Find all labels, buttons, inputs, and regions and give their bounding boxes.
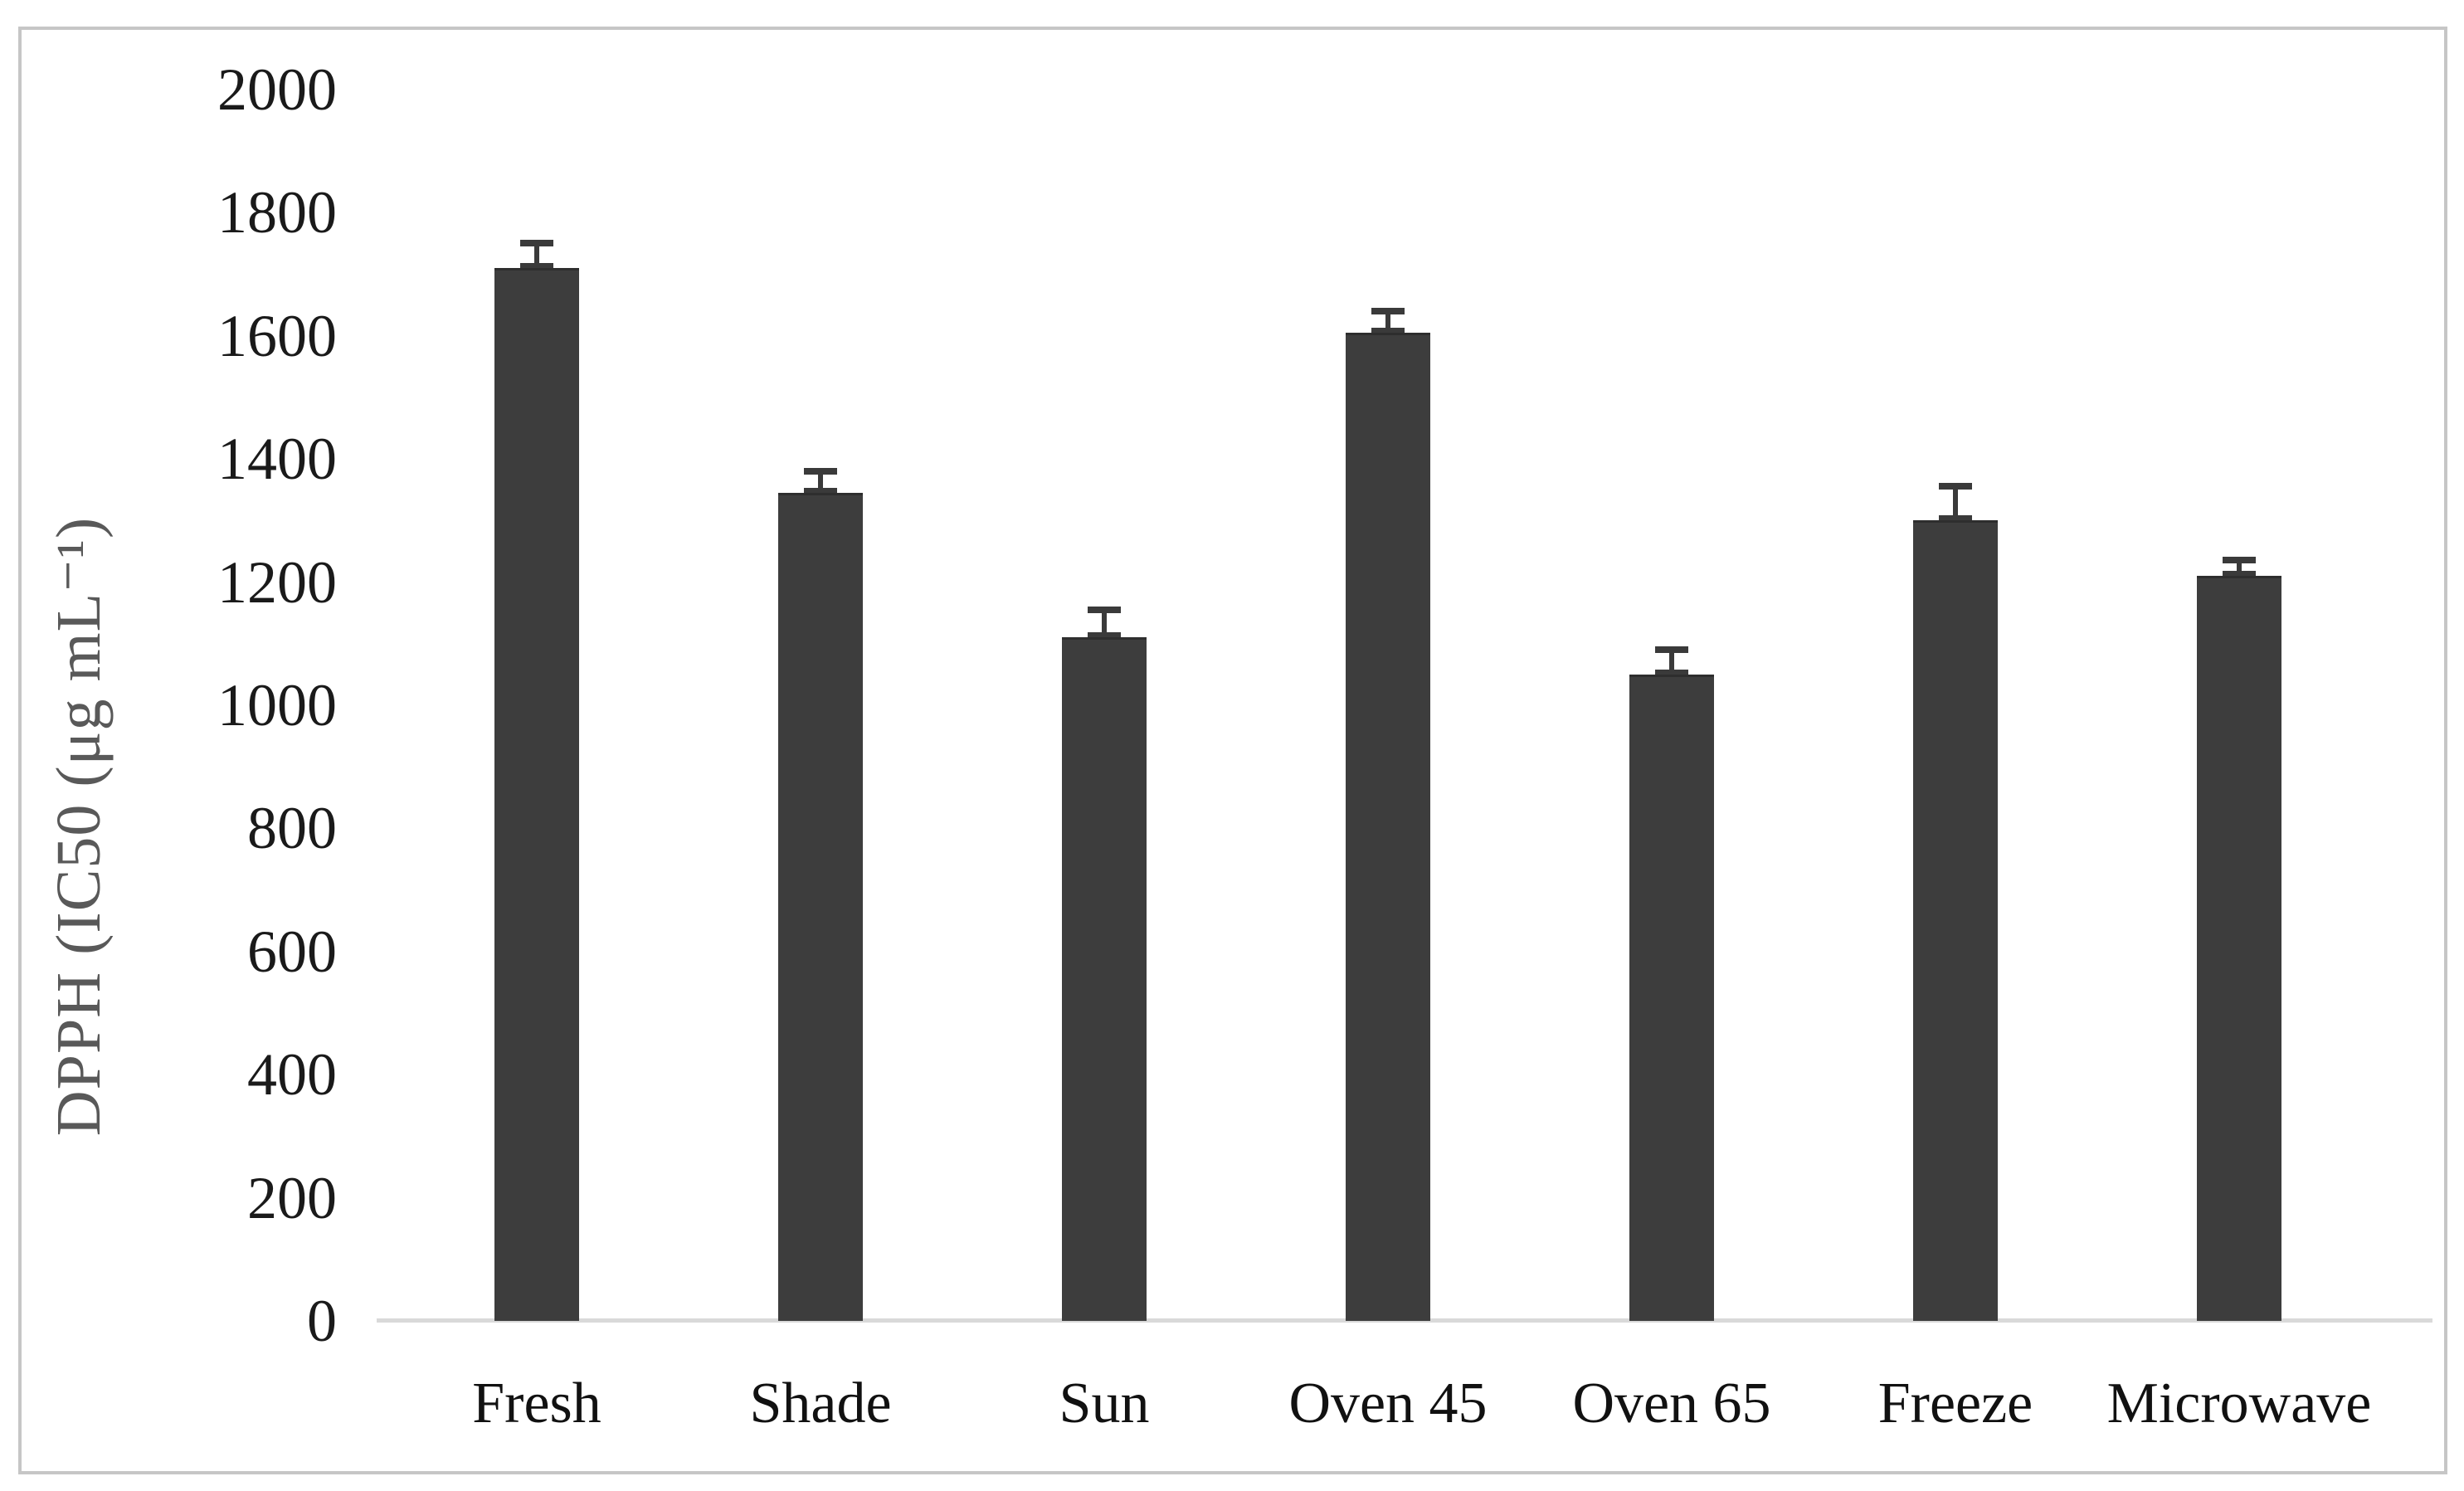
error-bar-whisker-shade xyxy=(818,471,823,493)
category-cell-microwave xyxy=(2097,90,2381,1321)
error-bar-whisker-oven-65 xyxy=(1669,650,1674,675)
x-axis-label-sun: Sun xyxy=(1059,1372,1150,1435)
bar-oven-65 xyxy=(1629,675,1714,1321)
y-axis-tick-labels: 0 200 400 600 800 1000 1200 1400 1600 1800 2000 xyxy=(22,30,337,1471)
y-tick-label-0: 0 xyxy=(307,1288,337,1354)
y-tick-label-800: 800 xyxy=(247,795,337,862)
y-tick-label-1800: 1800 xyxy=(217,179,337,246)
category-cell-fresh xyxy=(395,90,679,1321)
error-bar-cap-bottom-fresh xyxy=(520,263,553,270)
error-bar-cap-top-oven-65 xyxy=(1655,646,1688,653)
x-axis-label-fresh: Fresh xyxy=(472,1372,601,1435)
error-bar-cap-top-fresh xyxy=(520,240,553,246)
y-tick-label-400: 400 xyxy=(247,1041,337,1109)
error-bar-whisker-microwave xyxy=(2237,560,2242,576)
error-bar-whisker-oven-45 xyxy=(1385,311,1390,333)
category-cell-oven-65 xyxy=(1530,90,1814,1321)
chart-frame: DPPH (IC50 (μg mL⁻¹) 0 200 400 600 800 1000 12… xyxy=(18,27,2447,1474)
error-bar-cap-bottom-oven-65 xyxy=(1655,670,1688,676)
category-cell-freeze xyxy=(1814,90,2097,1321)
category-cell-sun xyxy=(962,90,1246,1321)
y-tick-label-1000: 1000 xyxy=(217,672,337,738)
bar-shade xyxy=(778,493,863,1321)
error-bar-cap-top-oven-45 xyxy=(1371,308,1405,314)
y-tick-label-1200: 1200 xyxy=(217,548,337,616)
category-cell-oven-45 xyxy=(1246,90,1530,1321)
y-tick-label-200: 200 xyxy=(247,1164,337,1231)
error-bar-cap-top-freeze xyxy=(1939,483,1972,490)
error-bar-whisker-freeze xyxy=(1953,486,1958,520)
x-axis-label-freeze: Freeze xyxy=(1877,1372,2033,1435)
y-tick-label-1400: 1400 xyxy=(217,426,337,493)
error-bar-whisker-fresh xyxy=(534,243,539,268)
plot-area xyxy=(395,90,2381,1321)
bar-chart: DPPH (IC50 (μg mL⁻¹) 0 200 400 600 800 1000 12… xyxy=(22,30,2444,1471)
error-bar-cap-bottom-shade xyxy=(804,488,837,495)
y-tick-label-1600: 1600 xyxy=(217,302,337,369)
bar-fresh xyxy=(494,268,579,1321)
x-axis-label-microwave: Microwave xyxy=(2106,1372,2372,1435)
y-tick-label-2000: 2000 xyxy=(217,56,337,123)
bar-microwave xyxy=(2197,576,2281,1321)
error-bar-cap-bottom-freeze xyxy=(1939,515,1972,522)
bar-freeze xyxy=(1913,520,1998,1321)
error-bar-cap-bottom-sun xyxy=(1088,632,1121,639)
x-axis-label-oven-45: Oven 45 xyxy=(1288,1372,1488,1435)
error-bar-cap-bottom-microwave xyxy=(2223,571,2256,577)
error-bar-cap-top-microwave xyxy=(2223,557,2256,563)
error-bar-cap-top-sun xyxy=(1088,607,1121,613)
x-axis-label-shade: Shade xyxy=(749,1372,892,1435)
bar-oven-45 xyxy=(1346,333,1430,1321)
error-bar-cap-bottom-oven-45 xyxy=(1371,328,1405,334)
error-bar-whisker-sun xyxy=(1102,610,1107,637)
category-cell-shade xyxy=(679,90,962,1321)
x-axis-label-oven-65: Oven 65 xyxy=(1572,1372,1771,1435)
bar-sun xyxy=(1062,637,1147,1321)
y-tick-label-600: 600 xyxy=(247,918,337,985)
error-bar-cap-top-shade xyxy=(804,468,837,475)
x-axis-category-labels: Fresh Shade Sun Oven 45 Oven 65 Freeze Microwa… xyxy=(395,1364,2381,1447)
